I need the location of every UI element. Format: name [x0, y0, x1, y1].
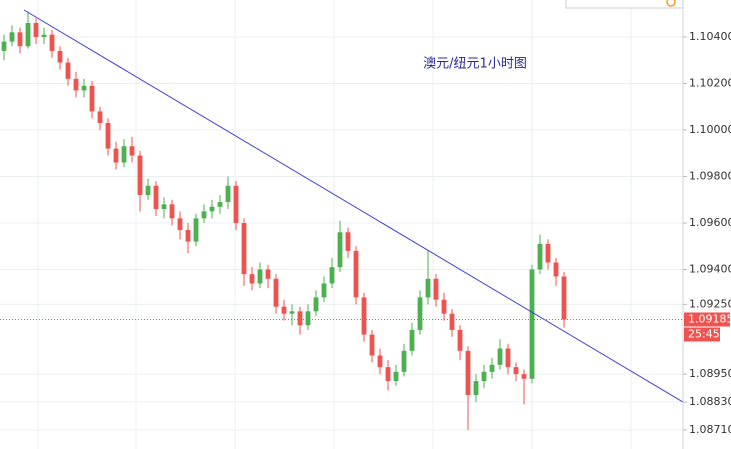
candle-body: [313, 297, 319, 312]
candle-body: [73, 78, 79, 91]
candle-body: [1, 41, 7, 51]
countdown-label: 25:45: [688, 327, 720, 340]
candle-body: [433, 278, 439, 300]
candle-body: [89, 85, 95, 112]
candle-body: [9, 32, 15, 42]
candle-body: [513, 367, 519, 375]
candle-body: [297, 311, 303, 326]
candle-body: [449, 313, 455, 330]
candle-body: [137, 155, 143, 196]
candle-body: [265, 269, 271, 279]
candle-body: [481, 371, 487, 382]
candle-body: [233, 185, 239, 223]
candle-body: [401, 350, 407, 372]
candle-body: [161, 204, 167, 210]
candle-body: [121, 146, 127, 163]
candle-body: [241, 222, 247, 275]
candle-body: [561, 276, 567, 320]
y-tick-label: 1.08950: [689, 367, 731, 380]
candle-body: [337, 232, 343, 268]
candle-body: [185, 229, 191, 242]
candle-body: [33, 23, 39, 37]
candle-body: [345, 232, 351, 251]
y-tick-label: 1.10000: [689, 123, 731, 136]
candle-body: [17, 32, 23, 47]
candle-body: [473, 381, 479, 396]
candle-body: [489, 364, 495, 372]
candle-body: [441, 299, 447, 314]
candle-body: [505, 348, 511, 368]
candle-body: [553, 262, 559, 277]
candle-body: [113, 148, 119, 163]
candle-body: [273, 278, 279, 307]
candle-body: [289, 311, 295, 314]
y-tick-label: 1.08830: [689, 395, 731, 408]
candle-body: [169, 204, 175, 219]
y-tick-label: 1.08710: [689, 423, 731, 436]
candle-body: [361, 297, 367, 335]
candle-body: [409, 329, 415, 351]
candle-body: [353, 250, 359, 298]
time-grid: [37, 0, 632, 449]
last-price-label: 1.09185: [688, 312, 731, 325]
candle-body: [529, 269, 535, 379]
candle-body: [201, 211, 207, 219]
candle-body: [217, 202, 223, 207]
candle-body: [25, 23, 31, 47]
candle-body: [465, 350, 471, 396]
candle-body: [545, 243, 551, 263]
candle-body: [537, 243, 543, 270]
candle-body: [225, 185, 231, 203]
candle-body: [57, 50, 63, 63]
candle-body: [65, 62, 71, 79]
y-tick-label: 1.09600: [689, 216, 731, 229]
candle-body: [145, 185, 151, 196]
candle-body: [249, 274, 255, 284]
y-tick-label: 1.09800: [689, 169, 731, 182]
candle-body: [457, 329, 463, 351]
candle-body: [321, 283, 327, 298]
candle-body: [281, 306, 287, 314]
candle-body: [385, 367, 391, 382]
candle-body: [129, 146, 135, 156]
candle-body: [305, 311, 311, 326]
candle-body: [369, 334, 375, 356]
candle-body: [193, 218, 199, 242]
candle-body: [97, 111, 103, 124]
y-tick-label: 1.10200: [689, 76, 731, 89]
y-tick-label: 1.09250: [689, 297, 731, 310]
countdown-box: [684, 327, 720, 342]
candle-body: [41, 34, 47, 37]
candle-body: [49, 34, 55, 51]
candle-body: [257, 269, 263, 284]
candle-body: [417, 297, 423, 330]
y-tick-label: 1.10400: [689, 30, 731, 43]
candle-body: [329, 267, 335, 284]
candle-body: [521, 374, 527, 379]
candle-body: [377, 355, 383, 368]
candle-body: [105, 123, 111, 149]
candle-body: [153, 185, 159, 210]
toolbar-icon[interactable]: [666, 0, 676, 7]
candle-body: [425, 278, 431, 298]
candle-body: [177, 218, 183, 230]
trend-line: [23, 9, 684, 403]
candle-body: [393, 371, 399, 382]
toolbar-box: [565, 0, 684, 9]
y-tick-label: 1.09400: [689, 262, 731, 275]
plot-area: [0, 9, 684, 431]
chart-title: 澳元/纽元1小时图: [423, 56, 527, 72]
candle-body: [81, 85, 87, 91]
last-price-box: [684, 312, 730, 327]
candle-body: [497, 348, 503, 365]
candle-body: [209, 206, 215, 212]
